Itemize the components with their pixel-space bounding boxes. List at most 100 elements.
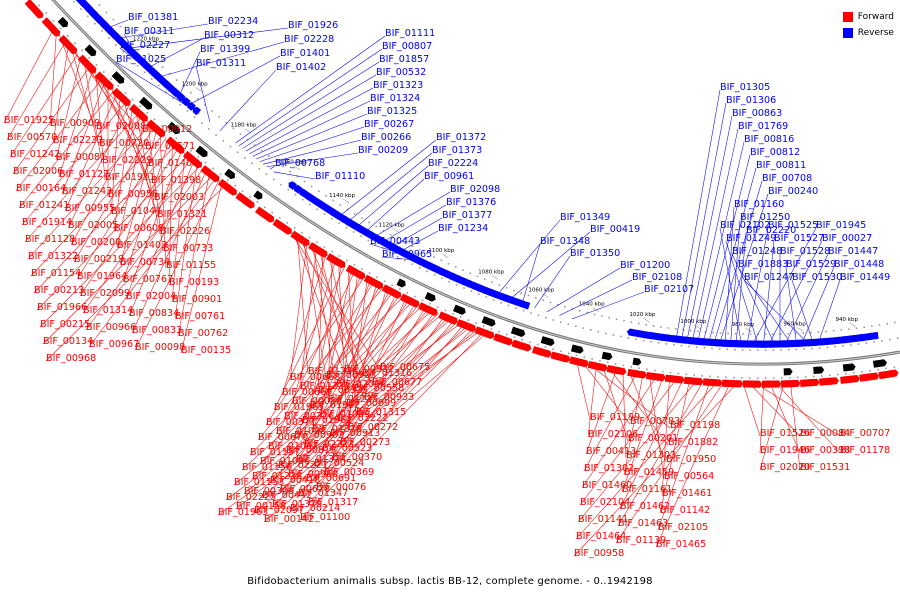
forward-gene-arrow bbox=[466, 323, 477, 333]
reverse-gene-label: BIF_01883 bbox=[738, 259, 788, 270]
backbone-dot bbox=[346, 259, 348, 262]
leader-line bbox=[617, 381, 704, 527]
scale-tick-label: 1080 kbp bbox=[478, 270, 504, 276]
forward-gene-label: BIF_02020 bbox=[760, 462, 810, 473]
scale-tick-line bbox=[745, 327, 752, 333]
forward-gene-label: BIF_01461 bbox=[662, 488, 712, 499]
leader-line bbox=[70, 115, 142, 246]
backbone-dot bbox=[286, 222, 288, 224]
backbone-dot bbox=[749, 377, 751, 379]
backbone-dot bbox=[849, 344, 852, 346]
leader-line bbox=[265, 276, 365, 426]
backbone-dot bbox=[338, 222, 340, 224]
leader-line bbox=[168, 142, 173, 286]
backbone-dot bbox=[260, 149, 263, 152]
forward-gene-label: BIF_00960 bbox=[288, 469, 338, 480]
leader-line bbox=[122, 140, 170, 283]
backbone-dot bbox=[586, 311, 588, 314]
backbone-dot bbox=[513, 336, 516, 338]
forward-gene-label: BIF_02233 bbox=[53, 135, 103, 146]
backbone-dot bbox=[251, 162, 253, 165]
leader-line bbox=[110, 95, 121, 215]
leader-line bbox=[177, 173, 210, 337]
leader-line bbox=[303, 241, 327, 379]
leader-line bbox=[131, 170, 207, 334]
scale-tick-label: 1020 kbp bbox=[629, 312, 655, 318]
backbone-dot bbox=[780, 377, 783, 379]
forward-gene-arrow bbox=[578, 358, 590, 368]
forward-gene-label: BIF_01155 bbox=[166, 260, 216, 271]
leader-line bbox=[36, 155, 189, 311]
reverse-gene-label: BIF_01373 bbox=[432, 145, 482, 156]
backbone-dot bbox=[673, 344, 675, 346]
leader-line bbox=[79, 147, 179, 297]
leader-line bbox=[313, 247, 337, 388]
backbone-dot bbox=[59, 27, 62, 30]
leader-line bbox=[263, 333, 487, 523]
backbone-dot bbox=[310, 185, 313, 188]
leader-line bbox=[686, 115, 733, 341]
forward-gene-label: BIF_00135 bbox=[181, 345, 231, 356]
reverse-gene-label: BIF_00807 bbox=[382, 41, 432, 52]
scale-tick-label: 1220 kbp bbox=[133, 37, 159, 43]
backbone-dot bbox=[225, 121, 228, 124]
forward-gene-label: BIF_01317 bbox=[308, 497, 358, 508]
backbone-dot bbox=[712, 331, 714, 334]
backbone-dot bbox=[140, 46, 143, 49]
backbone-dot bbox=[845, 372, 847, 375]
backbone-dot bbox=[749, 349, 752, 351]
backbone-dot bbox=[764, 349, 767, 351]
reverse-gene-label: BIF_01249 bbox=[726, 233, 776, 244]
leader-line bbox=[724, 206, 735, 344]
backbone-dot bbox=[404, 259, 406, 262]
leader-line bbox=[88, 178, 216, 348]
forward-gene-label: BIF_01462 bbox=[620, 501, 670, 512]
forward-gene-arrow bbox=[887, 369, 899, 378]
backbone-dot bbox=[861, 371, 863, 373]
backbone-dot bbox=[325, 195, 327, 197]
backbone-dot bbox=[654, 369, 656, 372]
backbone-dot bbox=[615, 318, 618, 321]
forward-gene-arrow bbox=[449, 316, 458, 325]
backbone-dot bbox=[567, 323, 570, 326]
forward-gene-label: BIF_00761 bbox=[175, 311, 225, 322]
reverse-gene-label: BIF_01399 bbox=[200, 44, 250, 55]
reverse-gene-label: BIF_00209 bbox=[358, 145, 408, 156]
scale-tick-line bbox=[797, 327, 804, 332]
forward-gene-label: BIF_01378 bbox=[312, 424, 362, 435]
forward-gene-label: BIF_00099 bbox=[346, 398, 396, 409]
leader-line bbox=[730, 219, 741, 344]
backbone-dot bbox=[829, 374, 831, 377]
backbone-dot bbox=[764, 377, 767, 379]
leader-line bbox=[321, 293, 397, 452]
leader-line bbox=[76, 137, 167, 280]
backbone-dot bbox=[727, 332, 729, 335]
backbone-dot bbox=[94, 22, 96, 25]
forward-gene-label: BIF_01141 bbox=[578, 514, 628, 525]
scale-tick-label: 1000 kbp bbox=[680, 319, 706, 325]
leader-line bbox=[573, 383, 737, 557]
backbone-dot bbox=[175, 137, 178, 140]
leader-line bbox=[339, 288, 387, 446]
forward-gene-label: BIF_01044 bbox=[111, 206, 161, 217]
backbone-dot bbox=[530, 312, 532, 314]
backbone-dot bbox=[368, 272, 371, 275]
forward-gene-label: BIF_00669 bbox=[282, 387, 332, 398]
scale-tick-line bbox=[442, 253, 449, 259]
forward-gene-label: BIF_01321 bbox=[157, 209, 207, 220]
leader-line bbox=[347, 278, 368, 431]
forward-gene-label: BIF_02106 bbox=[588, 429, 638, 440]
backbone-dot bbox=[454, 266, 457, 268]
backbone-dot bbox=[271, 211, 273, 214]
backbone-dot bbox=[190, 149, 192, 152]
leader-line bbox=[743, 383, 761, 437]
leader-line bbox=[269, 313, 439, 484]
leader-line bbox=[61, 81, 106, 195]
forward-gene-label: BIF_01961 bbox=[302, 415, 352, 426]
forward-gene-label: BIF_00081 bbox=[56, 152, 106, 163]
backbone-dot bbox=[820, 375, 823, 377]
backbone-dot bbox=[574, 325, 577, 327]
backbone-dot bbox=[703, 347, 706, 349]
backbone-dot bbox=[244, 157, 246, 159]
forward-gene-label: BIF_00564 bbox=[664, 471, 714, 482]
